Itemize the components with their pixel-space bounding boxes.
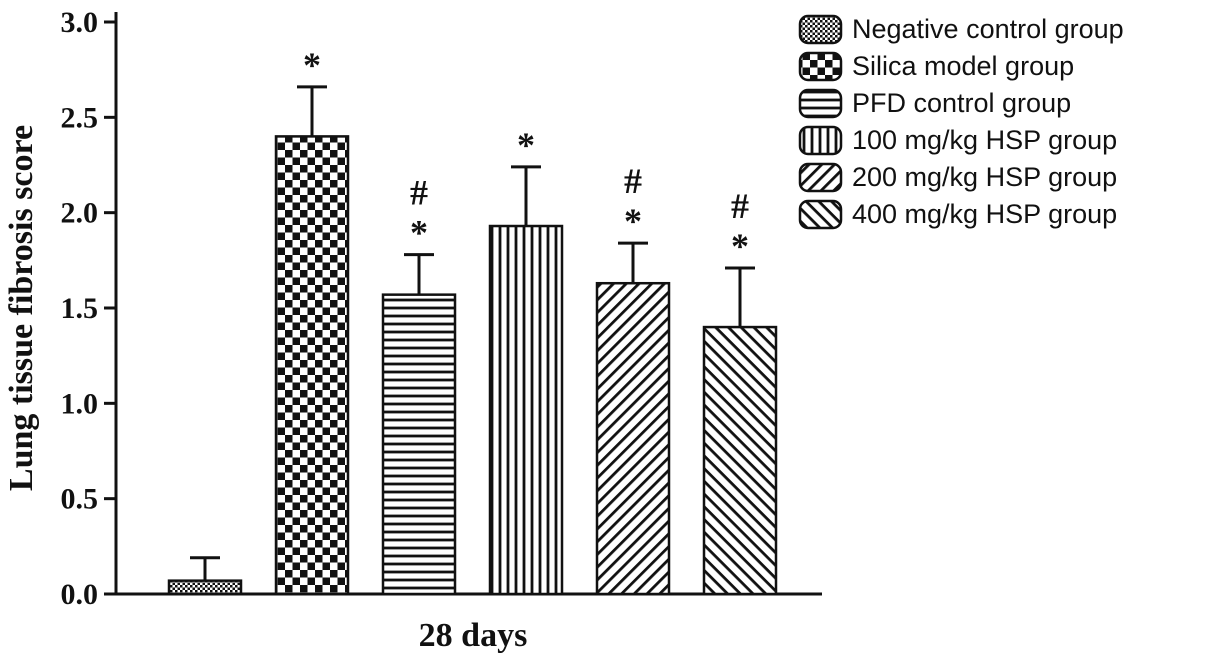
- asterisk-annotation: *: [517, 125, 535, 165]
- y-tick-label: 0.0: [61, 578, 99, 611]
- bar-group-pfd-control-group: *#: [381, 173, 457, 596]
- legend-swatch-checker-icon: [798, 51, 843, 82]
- legend-label: 400 mg/kg HSP group: [852, 199, 1117, 229]
- legend-item-100-mg-kg-hsp-group: 100 mg/kg HSP group: [798, 125, 1117, 156]
- asterisk-annotation: *: [624, 201, 642, 241]
- bar-group-silica-model-group: *: [274, 45, 350, 596]
- axes: 0.0 0.5 1.0 1.5 2.0 2.5 3.0: [61, 6, 822, 611]
- asterisk-annotation: *: [303, 45, 321, 85]
- y-tick-label: 1.5: [61, 292, 99, 325]
- hash-annotation: #: [410, 173, 428, 213]
- legend-swatch-diagonal-lines-forward-icon: [798, 162, 843, 193]
- bar-group-100-mg-kg-hsp-group: *: [488, 125, 564, 596]
- legend-item-silica-model-group: Silica model group: [798, 51, 1074, 82]
- asterisk-annotation: *: [410, 213, 428, 253]
- legend-swatch-vertical-lines-icon: [798, 125, 843, 156]
- bar-100-mg-kg-hsp-group: [488, 224, 564, 596]
- legend-item-negative-control-group: Negative control group: [798, 14, 1124, 45]
- legend-item-400-mg-kg-hsp-group: 400 mg/kg HSP group: [798, 199, 1117, 230]
- legend-label: 200 mg/kg HSP group: [852, 162, 1117, 192]
- y-tick-label: 0.5: [61, 483, 99, 516]
- bar-group-negative-control-group: [167, 556, 243, 596]
- y-tick-label: 3.0: [61, 6, 99, 39]
- legend: Negative control group Silica model group…: [798, 14, 1124, 230]
- legend-label: Negative control group: [852, 14, 1124, 44]
- x-axis-title: 28 days: [419, 617, 528, 654]
- y-axis-title: Lung tissue fibrosis score: [3, 125, 40, 491]
- asterisk-annotation: *: [731, 226, 749, 266]
- bar-pfd-control-group: [381, 293, 457, 596]
- hash-annotation: #: [731, 186, 749, 226]
- bar-silica-model-group: [274, 135, 350, 596]
- bar-400-mg-kg-hsp-group: [702, 325, 778, 596]
- legend-swatch-diagonal-lines-backward-icon: [798, 199, 843, 230]
- bar-negative-control-group: [167, 579, 243, 596]
- bar-group-400-mg-kg-hsp-group: *#: [702, 186, 778, 596]
- bar-group-200-mg-kg-hsp-group: *#: [595, 161, 671, 596]
- legend-swatch-fine-checker-icon: [798, 14, 843, 45]
- y-tick-label: 1.0: [61, 387, 99, 420]
- legend-label: 100 mg/kg HSP group: [852, 125, 1117, 155]
- legend-label: PFD control group: [852, 88, 1071, 118]
- hash-annotation: #: [624, 161, 642, 201]
- y-tick-label: 2.5: [61, 101, 99, 134]
- legend-item-pfd-control-group: PFD control group: [798, 88, 1071, 119]
- legend-swatch-horizontal-lines-icon: [798, 88, 843, 119]
- legend-label: Silica model group: [852, 51, 1074, 81]
- bar-200-mg-kg-hsp-group: [595, 281, 671, 596]
- bars: **#**#*#: [167, 45, 778, 596]
- legend-item-200-mg-kg-hsp-group: 200 mg/kg HSP group: [798, 162, 1117, 193]
- y-tick-label: 2.0: [61, 197, 99, 230]
